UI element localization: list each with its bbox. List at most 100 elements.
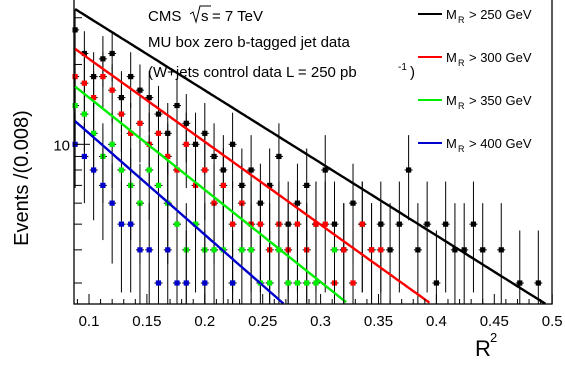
legend-label-rest: > 300 GeV: [469, 50, 532, 65]
data-point: [304, 182, 310, 188]
data-point: [322, 167, 328, 173]
annotation-experiment: CMS: [148, 8, 181, 25]
y-axis-label: Events /(0.008): [11, 110, 33, 246]
x-axis-label: R: [475, 336, 491, 361]
data-point: [498, 247, 504, 253]
data-point: [378, 247, 384, 253]
data-point: [192, 221, 199, 227]
data-point: [91, 167, 97, 173]
annotation: CMS s = 7 TeV MU box zero b-tagged jet d…: [148, 5, 415, 81]
data-point: [100, 182, 106, 188]
data-point: [229, 280, 236, 286]
x-ticks: 0.1 0.15 0.2 0.25 0.3 0.35 0.4 0.45 0.5: [76, 294, 563, 330]
legend-label-rest: > 400 GeV: [469, 136, 532, 151]
data-point: [81, 111, 87, 117]
legend-label-main: M: [446, 50, 457, 65]
annotation-sqrt-s: s: [201, 8, 209, 25]
x-tick-label: 0.45: [480, 313, 509, 330]
data-point: [155, 182, 162, 188]
data-point: [267, 182, 273, 188]
fit-curve-1: [74, 47, 431, 304]
data-point: [91, 95, 97, 101]
data-point: [91, 130, 97, 136]
data-point: [285, 280, 291, 286]
data-point: [128, 130, 134, 136]
data-point: [137, 120, 143, 126]
x-tick-label: 0.1: [79, 313, 100, 330]
data-point: [72, 74, 78, 80]
legend-label-main: M: [446, 93, 457, 108]
y-tick-label: 10: [53, 137, 70, 154]
data-point: [248, 167, 254, 173]
data-point: [202, 280, 208, 286]
data-point: [433, 280, 439, 286]
sqrt-symbol: [189, 5, 211, 24]
data-point: [72, 27, 78, 33]
x-tick-label: 0.25: [248, 313, 277, 330]
legend-label-rest: > 350 GeV: [469, 93, 532, 108]
data-point: [137, 87, 143, 93]
data-point: [109, 141, 115, 147]
data-point: [387, 247, 393, 253]
data-point: [294, 280, 301, 286]
data-point: [406, 167, 412, 173]
data-point: [128, 74, 134, 80]
legend-label-rest: > 250 GeV: [469, 7, 532, 22]
data-point: [165, 247, 171, 253]
data-point: [313, 221, 319, 227]
legend-entry-0: M R > 250 GeV: [418, 7, 532, 25]
data-point: [81, 50, 87, 57]
legend-label-subscript: R: [458, 144, 465, 154]
data-point: [128, 221, 134, 227]
data-point: [146, 167, 152, 173]
fit-layer: [74, 7, 546, 305]
data-point: [341, 247, 347, 253]
x-tick-label: 0.15: [132, 313, 161, 330]
data-point: [304, 280, 310, 286]
data-point: [452, 247, 458, 253]
data-point: [480, 247, 486, 253]
annotation-energy: = 7 TeV: [212, 8, 263, 25]
data-point: [229, 221, 236, 227]
legend-entry-1: M R > 300 GeV: [418, 50, 532, 68]
data-point: [72, 102, 78, 109]
data-point: [174, 102, 180, 109]
legend-label-subscript: R: [458, 101, 465, 111]
legend-label-subscript: R: [458, 58, 465, 68]
legend-label-subscript: R: [458, 15, 465, 25]
legend-entry-2: M R > 350 GeV: [418, 93, 532, 111]
data-point: [174, 221, 180, 227]
data-point: [461, 247, 467, 253]
x-tick-label: 0.4: [426, 313, 447, 330]
data-point: [202, 130, 208, 136]
data-layer: [72, 9, 543, 304]
data-point: [267, 280, 273, 286]
series-points-1: [72, 52, 385, 304]
data-point: [183, 280, 189, 286]
annotation-luminosity-close: ): [410, 64, 415, 81]
data-point: [174, 167, 180, 173]
x-tick-label: 0.5: [542, 313, 563, 330]
data-point: [257, 221, 263, 227]
fit-curve-2: [74, 85, 347, 304]
data-point: [220, 182, 226, 188]
data-point: [118, 221, 125, 227]
data-point: [155, 280, 162, 286]
data-point: [109, 200, 115, 206]
data-point: [118, 167, 125, 173]
data-point: [81, 153, 87, 160]
y-ticks: 10: [53, 17, 90, 284]
data-point: [229, 141, 236, 147]
data-point: [443, 221, 449, 227]
data-point: [331, 247, 338, 253]
data-point: [350, 200, 356, 206]
x-tick-label: 0.35: [364, 313, 393, 330]
legend-label-main: M: [446, 136, 457, 151]
data-point: [81, 80, 87, 86]
data-point: [146, 247, 152, 253]
data-point: [359, 221, 365, 227]
annotation-luminosity-exponent: -1: [398, 62, 407, 73]
legend-label-main: M: [446, 7, 457, 22]
data-point: [276, 153, 282, 160]
